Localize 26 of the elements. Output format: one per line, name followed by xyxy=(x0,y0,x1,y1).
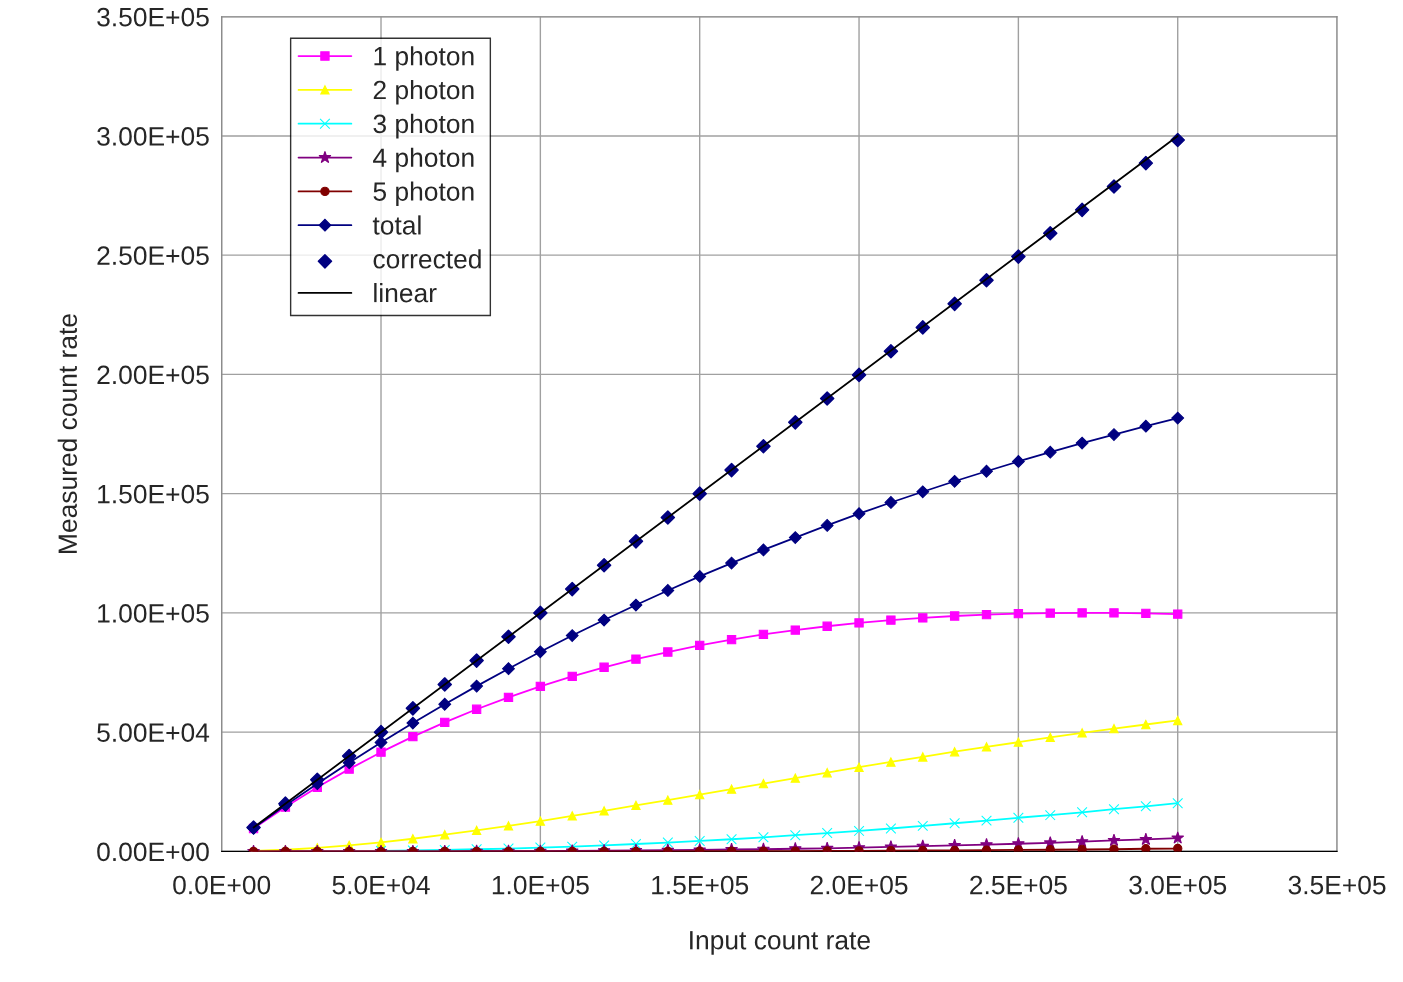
y-tick-label: 1.50E+05 xyxy=(98,484,209,504)
y-tick-label: 5.00E+04 xyxy=(97,723,210,742)
y-tick-label: 3.50E+05 xyxy=(97,7,209,27)
y-tick-label: 0.00E+00 xyxy=(97,842,209,862)
x-tick-label: 2.0E+05 xyxy=(810,875,908,895)
legend-label: linear xyxy=(374,283,437,303)
x-tick-label: 3.5E+05 xyxy=(1288,875,1386,895)
legend-label: 4 photon xyxy=(373,147,474,173)
y-tick-label: 1.00E+05 xyxy=(98,604,209,623)
legend-label: 3 photon xyxy=(373,113,474,139)
x-tick-label: 3.0E+05 xyxy=(1129,875,1227,895)
x-tick-label: 1.5E+05 xyxy=(652,875,749,895)
y-tick-label: 3.00E+05 xyxy=(97,127,209,146)
x-axis-title: Input count rate xyxy=(690,931,870,955)
y-tick-label: 2.50E+05 xyxy=(97,246,209,265)
legend-label: corrected xyxy=(373,249,481,269)
legend-label: 2 photon xyxy=(373,79,474,105)
y-tick-label: 2.00E+05 xyxy=(97,365,209,385)
x-tick-label: 2.5E+05 xyxy=(970,875,1067,895)
x-tick-label: 5.0E+04 xyxy=(332,875,430,895)
x-tick-label: 0.0E+00 xyxy=(173,875,271,895)
legend-label: 1 photon xyxy=(374,46,474,71)
legend-label: 5 photon xyxy=(373,181,474,207)
legend-label: total xyxy=(372,215,421,235)
y-axis-title: Measured count rate xyxy=(57,314,78,553)
x-tick-label: 1.0E+05 xyxy=(492,875,589,895)
